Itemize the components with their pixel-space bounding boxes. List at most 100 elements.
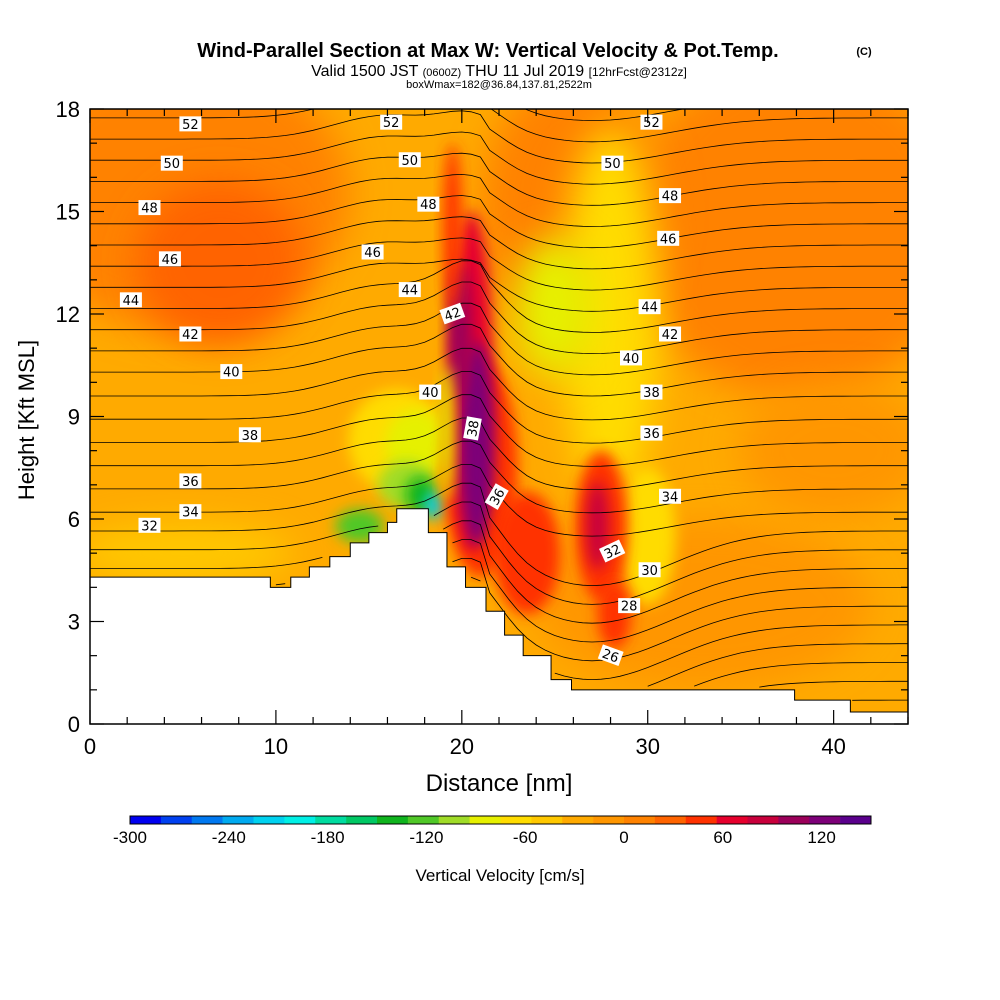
theta-label: 32 [138,517,161,534]
y-tick-label: 9 [68,405,80,430]
plot-area: 52 52 52 50 50 50 48 48 48 46 46 46 44 44 44 42 42 42 40 40… [90,96,908,724]
theta-label: 44 [638,299,661,316]
theta-contour-line [90,281,908,355]
theta-contour-line [90,96,257,97]
colorbar-tick-label: 120 [807,828,835,847]
theta-contour-line [275,583,286,586]
theta-label: 52 [640,114,663,131]
theta-label-box [597,644,624,667]
y-tick-label: 6 [68,507,80,532]
theta-label-text: 46 [162,253,179,268]
theta-label-box [160,155,183,171]
theta-label: 30 [638,562,661,579]
colorbar: -300 -240 -180 -120 -60 0 60 120 [113,815,872,847]
colorbar-swatch [809,816,841,824]
theta-label: 42 [439,302,466,325]
theta-label-text: 38 [643,386,660,401]
theta-label-box [618,598,641,614]
theta-label-text: 50 [604,157,621,172]
theta-label: 38 [238,427,261,444]
velocity-blob [740,382,908,519]
colorbar-swatch [377,816,409,824]
colorbar-swatch [685,816,717,824]
colorbar-tick-label: -120 [409,828,443,847]
theta-label-text: 36 [182,475,199,490]
theta-label-text: 34 [182,506,199,521]
colorbar-swatch [469,816,501,824]
theta-contour-line [90,216,908,270]
theta-label-text: 42 [182,328,199,343]
colorbar-swatch [778,816,810,824]
theta-label-box [657,230,680,246]
colorbar-swatch [130,816,162,824]
theta-label-box [640,384,663,400]
theta-label-box [361,244,384,260]
theta-label-box [601,155,624,171]
velocity-blob [493,491,561,615]
theta-label: 44 [398,282,421,299]
theta-label-text: 46 [660,232,677,247]
colorbar-swatch [531,816,563,824]
theta-label-box [638,299,661,315]
theta-label-box [179,504,202,520]
x-axis-label: Distance [nm] [426,770,573,797]
colorbar-swatch [222,816,254,824]
y-axis-label: Height [Kft MSL] [14,340,39,500]
velocity-blob [562,126,659,502]
subtitle-date: THU 11 Jul 2019 [465,63,584,80]
theta-contour-line [452,558,908,662]
chart-title: Wind-Parallel Section at Max W: Vertical… [197,40,778,62]
theta-label: 50 [398,152,421,169]
theta-label-text: 30 [641,564,658,579]
x-tick-label: 20 [450,734,474,759]
theta-contour-line [555,96,639,100]
theta-contour-line [554,624,908,681]
colorbar-swatch [562,816,594,824]
chart-subtitle-2: boxWmax=182@36.84,137.81,2522m [406,79,592,91]
colorbar-swatch [284,816,316,824]
theta-contour-line [90,173,908,227]
theta-contour-line [90,260,908,333]
theta-contour-line [90,482,908,587]
theta-label: 48 [417,196,440,213]
theta-contour-line [90,109,316,119]
theta-contour-line [90,131,908,185]
colorbar-swatch [407,816,440,824]
velocity-blob [439,365,455,502]
theta-label: 40 [419,384,442,401]
theta-contour-line [90,394,908,467]
theta-contour-line [90,237,908,291]
colorbar-tick-label: -180 [311,828,345,847]
theta-label-box [138,517,161,533]
theta-contour-labels: 52 52 52 50 50 50 48 48 48 46 46 46 44 44 44 42 42 42 40 40… [119,114,682,667]
theta-label: 46 [361,244,384,261]
theta-label-text: 34 [662,490,679,505]
y-tick-label: 3 [68,610,80,635]
theta-label-text: 40 [422,386,439,401]
theta-contour-line [90,525,379,551]
theta-label-text: 44 [641,301,658,316]
theta-label-text: 52 [643,116,660,131]
theta-label-box [638,562,661,578]
velocity-blob [90,522,295,584]
theta-label: 28 [618,598,641,615]
theta-label-box [640,114,663,130]
theta-label-text: 38 [465,419,483,438]
colorbar-frame [129,815,872,825]
chart-subtitle: Valid 1500 JST (0600Z) THU 11 Jul 2019 [… [311,63,687,80]
theta-label-text: 42 [662,328,679,343]
colorbar-swatch [160,816,193,824]
theta-label: 34 [659,488,682,505]
colorbar-swatch [253,816,285,824]
theta-label-text: 32 [141,519,158,534]
theta-contour-line [90,110,908,164]
theta-contour-line [90,195,908,249]
theta-label-box [179,116,202,132]
theta-label: 52 [380,114,403,131]
theta-label-text: 52 [383,116,400,131]
y-tick-label: 18 [56,97,80,122]
theta-label-box [484,483,509,510]
theta-label-box [158,251,181,267]
colorbar-swatch [191,816,223,824]
